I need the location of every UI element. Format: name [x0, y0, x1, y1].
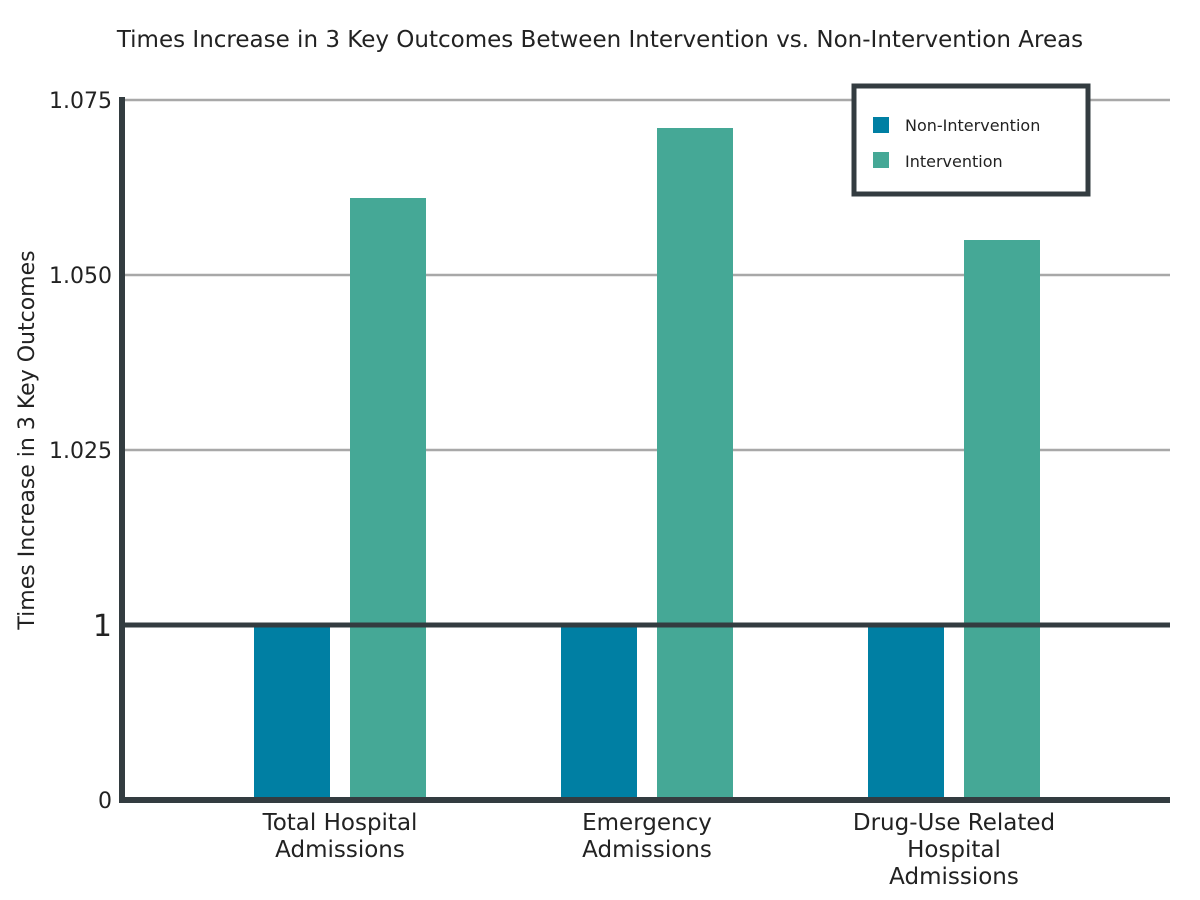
x-category-label: Emergency Admissions [582, 810, 712, 863]
legend: Non-Intervention Intervention [851, 83, 1091, 197]
x-category-label: Drug-Use Related Hospital Admissions [853, 810, 1055, 890]
x-category-label-line: Emergency [582, 810, 712, 836]
x-category-label-line: Hospital [907, 837, 1001, 863]
legend-box [851, 83, 1091, 197]
bars [254, 128, 1040, 800]
x-category-label-line: Admissions [275, 837, 405, 863]
x-category-label-line: Drug-Use Related [853, 810, 1055, 836]
bar-non-intervention [561, 625, 637, 800]
chart-title: Times Increase in 3 Key Outcomes Between… [116, 27, 1083, 53]
legend-swatch-non-intervention [873, 117, 889, 133]
bar-intervention [964, 240, 1040, 800]
x-category-label-line: Admissions [889, 864, 1019, 890]
bar-intervention [350, 198, 426, 800]
legend-label-non-intervention: Non-Intervention [905, 116, 1040, 135]
x-category-label: Total Hospital Admissions [262, 810, 418, 863]
y-tick-label: 1.075 [49, 89, 112, 114]
y-tick-label: 1.025 [49, 439, 112, 464]
y-ticks: 0 1 1.025 1.050 1.075 [49, 89, 112, 814]
y-tick-label: 1 [93, 609, 112, 644]
bar-intervention [657, 128, 733, 800]
x-category-label-line: Admissions [582, 837, 712, 863]
y-tick-label: 0 [98, 789, 112, 814]
axes [119, 97, 1170, 803]
x-category-label-line: Total Hospital [262, 810, 418, 836]
bar-non-intervention [254, 625, 330, 800]
y-tick-label: 1.050 [49, 264, 112, 289]
legend-label-intervention: Intervention [905, 152, 1003, 171]
y-axis-label: Times Increase in 3 Key Outcomes [15, 250, 40, 630]
legend-swatch-intervention [873, 152, 889, 168]
bar-non-intervention [868, 625, 944, 800]
